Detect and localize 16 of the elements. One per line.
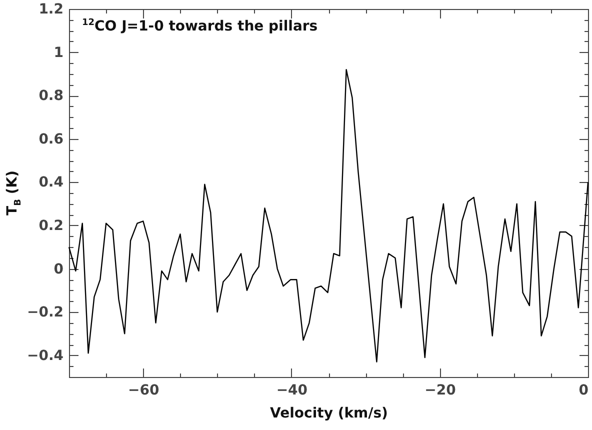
x-tick-label: −60 — [128, 382, 160, 398]
x-tick-label: −40 — [276, 382, 308, 398]
y-tick-label: 0.2 — [38, 218, 64, 234]
y-tick-label: 0.4 — [38, 174, 64, 191]
y-tick-label: −0.4 — [26, 348, 64, 364]
y-tick-label: 1 — [54, 44, 64, 61]
y-tick-label: −0.2 — [26, 304, 64, 321]
y-tick-label: 0.6 — [38, 131, 64, 148]
line-series — [68, 69, 589, 362]
x-tick-label: 0 — [578, 382, 589, 398]
y-tick-label: 1.2 — [38, 2, 64, 18]
annotation: $^{12}$CO J=1-0 towards the pillars — [82, 18, 318, 35]
x-axis-title: Velocity (km/s) — [270, 406, 388, 422]
x-tick-label: −20 — [424, 382, 456, 398]
y-tick-label: 0.8 — [38, 88, 64, 104]
y-tick-label: 0 — [54, 261, 64, 278]
